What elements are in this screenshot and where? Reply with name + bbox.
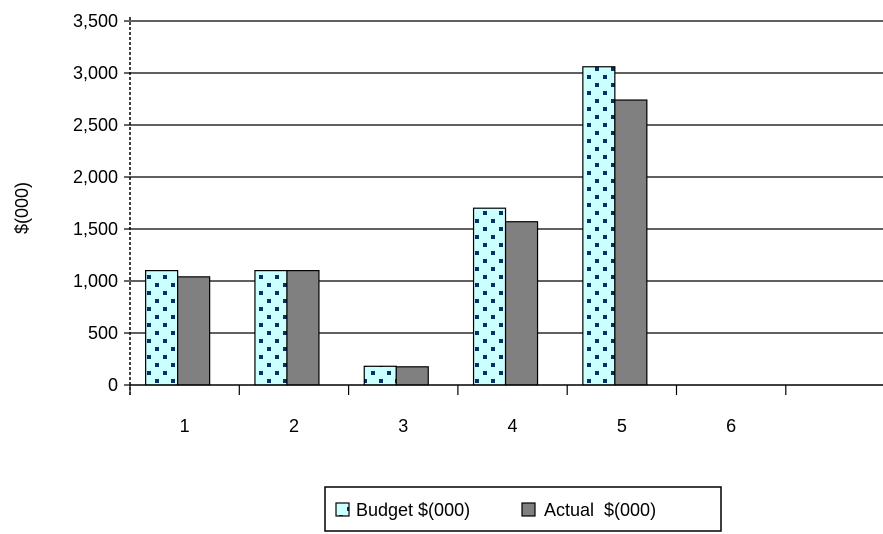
budget-bar (254, 270, 288, 386)
legend-swatch-actual (521, 502, 536, 517)
y-axis-label: $(000) (12, 182, 32, 234)
legend: Budget $(000) Actual $(000) (324, 486, 722, 532)
x-tick-label: 2 (289, 416, 299, 436)
y-tick-label: 3,000 (73, 63, 118, 83)
bars (145, 66, 648, 386)
y-tick-label: 1,500 (73, 219, 118, 239)
y-tick-label: 0 (108, 375, 118, 395)
x-tick-label: 5 (617, 416, 627, 436)
budget-bar (582, 66, 616, 386)
y-tick-label: 3,500 (73, 11, 118, 31)
actual-bar (395, 366, 429, 386)
x-tick-labels: 1 2 3 4 5 6 (180, 416, 737, 436)
x-tick-label: 3 (398, 416, 408, 436)
legend-label-actual: Actual $(000) (544, 500, 656, 520)
x-tick-label: 4 (508, 416, 518, 436)
x-tick-label: 6 (726, 416, 736, 436)
y-tick-label: 2,000 (73, 167, 118, 187)
legend-swatch-budget (335, 502, 350, 517)
actual-bar (177, 276, 211, 386)
y-tick-labels: 0 500 1,000 1,500 2,000 2,500 3,000 3,500 (73, 11, 118, 395)
legend-label-budget: Budget $(000) (356, 500, 470, 520)
x-tick-label: 1 (180, 416, 190, 436)
budget-bar (145, 270, 179, 386)
actual-bar (286, 270, 320, 386)
y-tick-label: 2,500 (73, 115, 118, 135)
y-tick-label: 1,000 (73, 271, 118, 291)
axes (124, 17, 883, 397)
actual-bar (504, 221, 539, 386)
budget-bar (363, 365, 397, 386)
budget-bar (472, 207, 507, 386)
y-tick-label: 500 (88, 323, 118, 343)
actual-bar (614, 99, 648, 386)
